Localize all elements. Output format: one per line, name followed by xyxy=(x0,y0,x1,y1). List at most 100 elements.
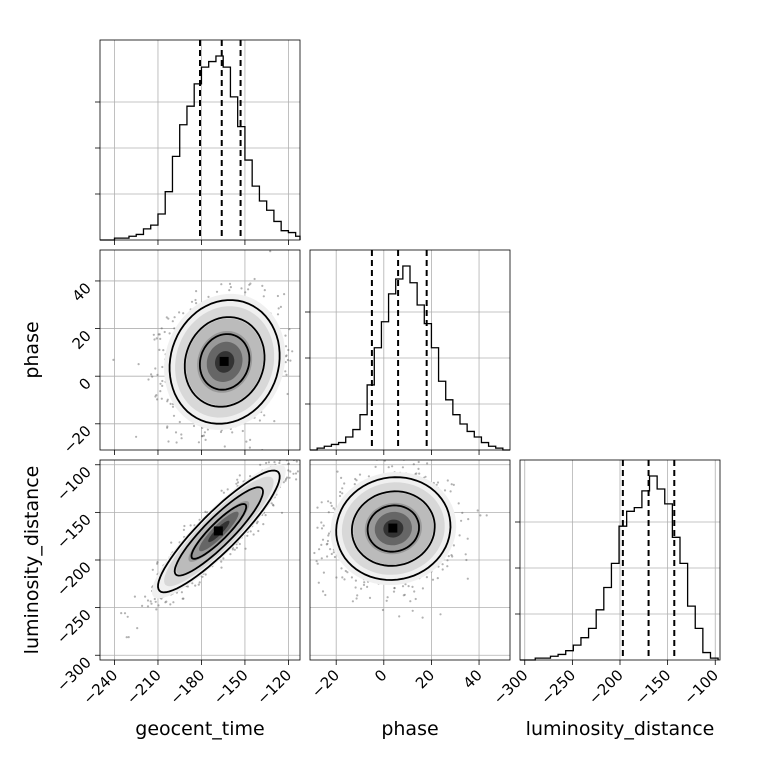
scatter-point xyxy=(264,514,267,517)
scatter-point xyxy=(443,489,447,492)
scatter-point xyxy=(295,460,298,463)
scatter-point xyxy=(180,437,183,440)
scatter-point xyxy=(460,519,463,522)
grid xyxy=(520,460,720,660)
scatter-point xyxy=(320,501,323,504)
scatter-point xyxy=(200,435,204,438)
scatter-point xyxy=(170,541,173,544)
scatter-point xyxy=(367,452,369,454)
scatter-point xyxy=(174,431,178,434)
scatter-point xyxy=(255,522,258,525)
scatter-point xyxy=(168,332,171,335)
scatter-point xyxy=(207,295,210,298)
scatter-point xyxy=(159,337,162,340)
scatter-point xyxy=(236,478,239,481)
scatter-point xyxy=(233,548,236,551)
scatter-point xyxy=(154,600,157,603)
scatter-point xyxy=(366,585,369,589)
panel-body xyxy=(112,250,303,483)
scatter-point xyxy=(327,500,330,503)
scatter-point xyxy=(356,594,359,597)
scatter-point xyxy=(210,481,212,483)
scatter-point xyxy=(165,316,168,319)
scatter-point xyxy=(198,581,201,584)
scatter-point xyxy=(219,430,223,434)
scatter-point xyxy=(436,577,439,580)
scatter-point xyxy=(320,527,324,530)
scatter-point xyxy=(297,556,299,558)
contour-line xyxy=(157,469,281,594)
panel-frame xyxy=(99,249,301,451)
scatter-point xyxy=(258,419,261,422)
scatter-point xyxy=(304,525,306,527)
scatter-point xyxy=(439,613,442,616)
scatter-point xyxy=(284,479,287,482)
scatter-point xyxy=(320,557,323,560)
scatter-point xyxy=(284,355,287,358)
scatter-point xyxy=(279,305,282,308)
scatter-point xyxy=(284,478,288,481)
x-tick-label: −20 xyxy=(308,666,343,701)
scatter-point xyxy=(346,571,349,574)
scatter-point xyxy=(441,568,444,571)
scatter-point xyxy=(156,373,159,376)
scatter-point xyxy=(273,461,276,464)
x-tick-label: 20 xyxy=(412,666,438,692)
scatter-point xyxy=(226,488,229,491)
scatter-point xyxy=(141,604,144,608)
scatter-point xyxy=(161,384,164,387)
y-tick-label: −250 xyxy=(53,606,95,648)
scatter-point xyxy=(321,590,325,593)
contour-line xyxy=(335,476,452,581)
scatter-point xyxy=(354,477,357,481)
scatter-point xyxy=(180,591,183,594)
scatter-point xyxy=(354,579,357,582)
scatter-point xyxy=(431,578,435,581)
scatter-point xyxy=(285,354,288,357)
scatter-point xyxy=(353,483,356,486)
contour-line xyxy=(168,299,281,425)
scatter-point xyxy=(305,453,307,455)
scatter-point xyxy=(341,576,344,579)
scatter-point xyxy=(249,530,252,533)
scatter-point xyxy=(231,548,234,551)
scatter-point xyxy=(156,398,159,401)
scatter-point xyxy=(231,431,234,434)
scatter-point xyxy=(267,461,270,464)
scatter-point xyxy=(387,466,390,469)
scatter-point xyxy=(270,502,273,505)
scatter-point xyxy=(136,627,139,630)
scatter-point xyxy=(458,534,461,537)
scatter-point xyxy=(297,454,299,456)
scatter-point xyxy=(401,466,404,469)
scatter-point xyxy=(452,544,455,547)
scatter-point xyxy=(354,586,357,589)
scatter-point xyxy=(166,400,169,403)
scatter-point xyxy=(204,510,207,513)
scatter-point xyxy=(159,390,162,393)
x-tick-label: −120 xyxy=(253,666,295,708)
scatter-point xyxy=(285,476,289,479)
scatter-point xyxy=(160,327,163,330)
contour-line xyxy=(366,504,420,553)
scatter-point xyxy=(263,414,266,417)
scatter-point xyxy=(120,612,123,615)
scatter-point xyxy=(235,546,238,549)
contour-line xyxy=(199,333,251,391)
grid xyxy=(310,250,510,450)
scatter-point xyxy=(417,467,420,470)
scatter-point xyxy=(284,361,287,364)
scatter-point xyxy=(385,599,388,602)
scatter-point xyxy=(457,502,460,505)
scatter-point xyxy=(340,567,343,570)
scatter-point xyxy=(305,436,307,438)
scatter-point xyxy=(368,596,372,600)
scatter-point xyxy=(301,387,303,389)
scatter-point xyxy=(418,472,421,475)
scatter-point xyxy=(327,511,330,514)
scatter-point xyxy=(446,479,449,482)
scatter-point xyxy=(271,503,275,506)
ylabel-phase: phase xyxy=(21,321,43,378)
scatter-point xyxy=(393,586,396,590)
scatter-point xyxy=(332,551,335,554)
